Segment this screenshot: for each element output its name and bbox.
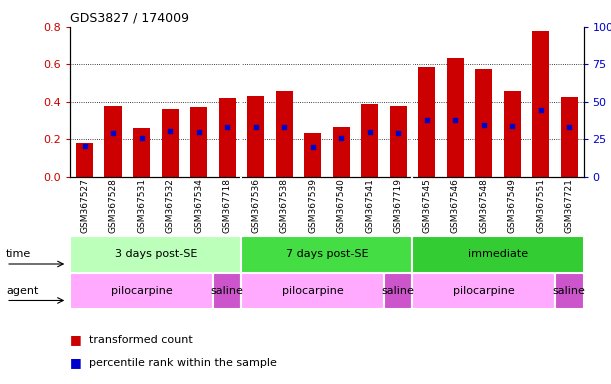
Text: GSM367536: GSM367536	[251, 178, 260, 233]
Point	[194, 129, 203, 135]
Text: GSM367541: GSM367541	[365, 178, 374, 233]
Point	[536, 107, 546, 113]
Text: GSM367546: GSM367546	[451, 178, 459, 233]
Bar	[412, 273, 555, 309]
Bar	[70, 273, 213, 309]
Text: GSM367551: GSM367551	[536, 178, 545, 233]
Bar	[304, 132, 321, 177]
Text: ■: ■	[70, 356, 82, 369]
Text: GSM367534: GSM367534	[194, 178, 203, 233]
Text: saline: saline	[382, 286, 415, 296]
Bar	[555, 273, 584, 309]
Bar	[447, 58, 464, 177]
Bar	[133, 128, 150, 177]
Bar	[561, 97, 578, 177]
Text: GSM367527: GSM367527	[80, 178, 89, 233]
Text: GSM367528: GSM367528	[109, 178, 117, 233]
Bar	[241, 273, 384, 309]
Text: pilocarpine: pilocarpine	[111, 286, 172, 296]
Text: 3 days post-SE: 3 days post-SE	[115, 249, 197, 260]
Bar	[384, 273, 412, 309]
Point	[393, 129, 403, 136]
Bar	[104, 106, 122, 177]
Text: GSM367548: GSM367548	[479, 178, 488, 233]
Point	[507, 123, 517, 129]
Text: immediate: immediate	[468, 249, 528, 260]
Bar	[475, 69, 492, 177]
Bar	[76, 143, 93, 177]
Bar	[332, 127, 349, 177]
Bar	[190, 108, 207, 177]
Point	[308, 144, 318, 150]
Text: GSM367721: GSM367721	[565, 178, 574, 233]
Text: pilocarpine: pilocarpine	[453, 286, 514, 296]
Point	[450, 116, 460, 122]
Point	[422, 116, 431, 122]
Bar	[276, 91, 293, 177]
Point	[479, 122, 489, 128]
Bar	[213, 273, 241, 309]
Text: 7 days post-SE: 7 days post-SE	[285, 249, 368, 260]
Bar	[361, 104, 378, 177]
Text: GSM367545: GSM367545	[422, 178, 431, 233]
Text: saline: saline	[211, 286, 244, 296]
Bar	[241, 236, 412, 273]
Text: saline: saline	[553, 286, 586, 296]
Point	[365, 129, 375, 135]
Bar	[390, 106, 407, 177]
Text: GSM367549: GSM367549	[508, 178, 517, 233]
Bar	[503, 91, 521, 177]
Text: transformed count: transformed count	[89, 335, 192, 345]
Text: agent: agent	[6, 286, 38, 296]
Point	[222, 124, 232, 130]
Bar	[532, 31, 549, 177]
Text: GSM367532: GSM367532	[166, 178, 175, 233]
Text: GDS3827 / 174009: GDS3827 / 174009	[70, 12, 189, 25]
Bar	[161, 109, 178, 177]
Text: GSM367539: GSM367539	[308, 178, 317, 233]
Text: percentile rank within the sample: percentile rank within the sample	[89, 358, 276, 368]
Text: GSM367531: GSM367531	[137, 178, 146, 233]
Text: time: time	[6, 249, 31, 260]
Point	[165, 128, 175, 134]
Point	[565, 124, 574, 130]
Bar	[247, 96, 264, 177]
Text: GSM367540: GSM367540	[337, 178, 346, 233]
Text: pilocarpine: pilocarpine	[282, 286, 343, 296]
Text: ■: ■	[70, 333, 82, 346]
Bar	[70, 236, 241, 273]
Point	[79, 143, 89, 149]
Point	[137, 135, 147, 141]
Bar	[418, 67, 435, 177]
Point	[251, 124, 260, 130]
Point	[279, 124, 289, 130]
Point	[108, 129, 118, 136]
Point	[336, 135, 346, 141]
Text: GSM367719: GSM367719	[393, 178, 403, 233]
Bar	[219, 98, 236, 177]
Text: GSM367718: GSM367718	[222, 178, 232, 233]
Bar	[412, 236, 584, 273]
Text: GSM367538: GSM367538	[280, 178, 288, 233]
